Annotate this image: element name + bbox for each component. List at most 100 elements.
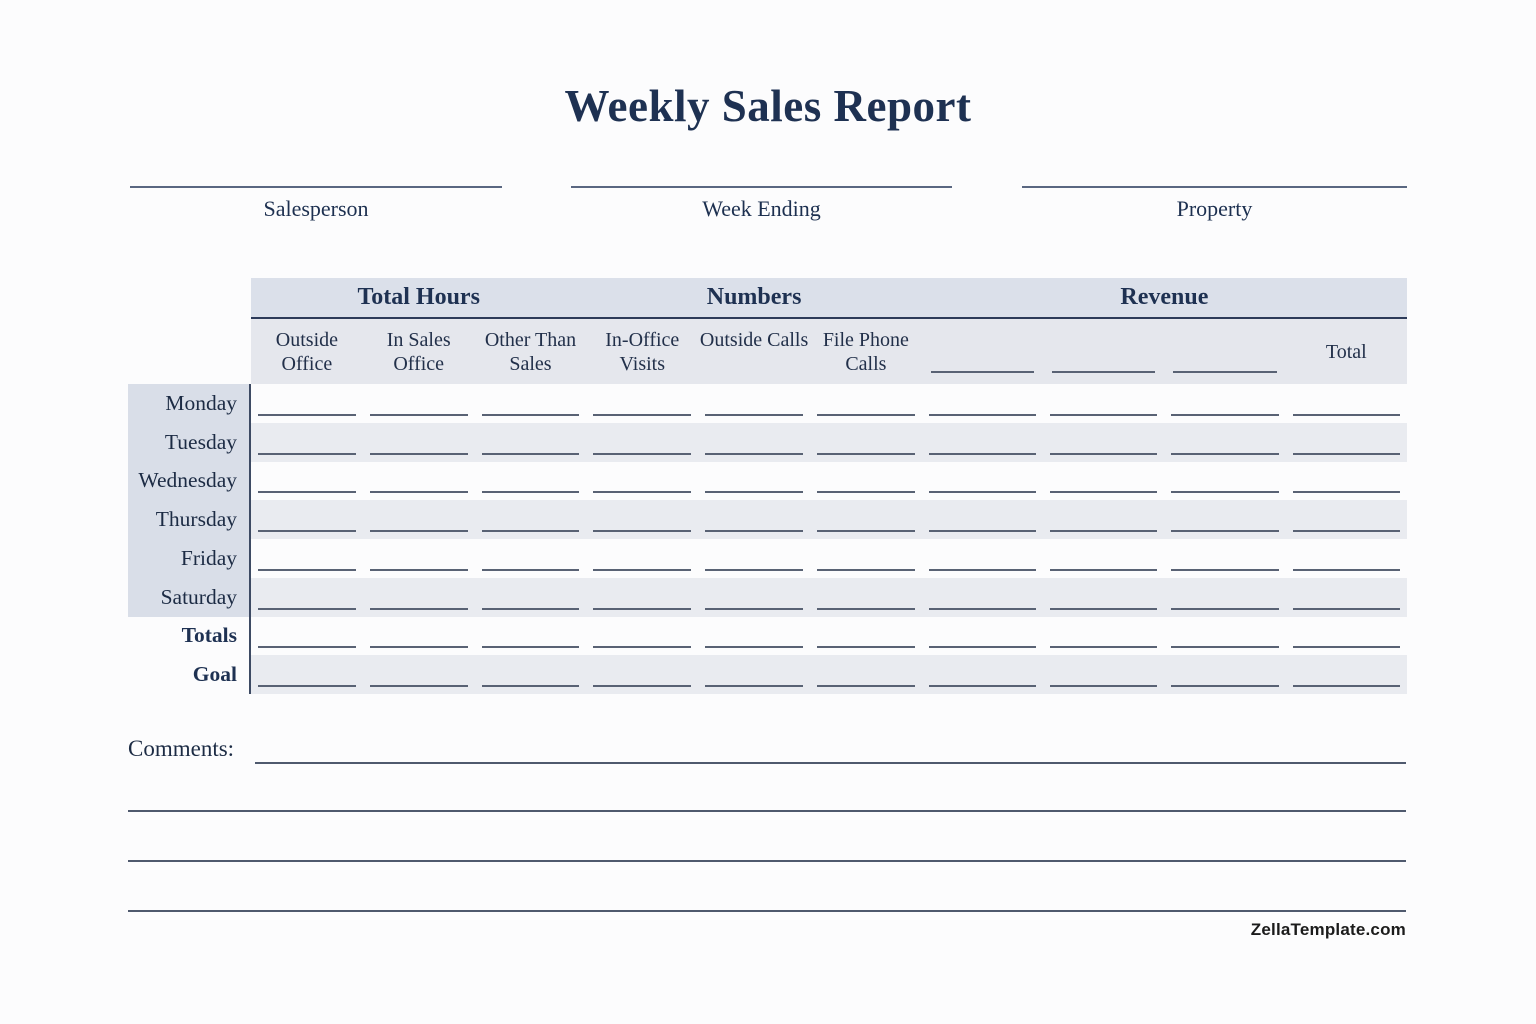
comments-line [128,860,1406,862]
fill-in-line [481,452,580,455]
data-cell [363,462,475,501]
row-label-monday: Monday [128,384,251,423]
fill-in-line [593,530,692,532]
data-cell [921,500,1044,539]
fill-in-line [928,413,1037,416]
data-cell [251,539,363,578]
fill-in-line [258,413,356,416]
fill-in-line [1050,452,1158,455]
fill-in-line [481,607,580,610]
data-cell [586,655,699,694]
fill-in-line [369,607,468,610]
fill-in-line [705,607,803,610]
row-label-wednesday: Wednesday [128,461,251,501]
data-cell [698,655,810,694]
fill-in-line [593,685,692,687]
data-cell [251,617,363,656]
fill-in-line [1171,685,1279,687]
data-cell [1285,422,1407,462]
fill-in-line [593,491,692,494]
fill-in-line [816,452,915,455]
fill-in-line [928,530,1037,532]
fill-in-line [258,607,356,610]
data-cell [251,384,363,423]
fill-in-line [481,646,580,649]
fill-in-line [705,685,803,687]
fill-in-line [369,452,468,455]
property-field: Property [1022,186,1407,222]
fill-in-line [928,568,1037,571]
fill-in-line [1050,530,1158,532]
fill-in-line [593,568,692,571]
fill-in-line [705,452,803,455]
property-signature-line [1022,186,1407,188]
fill-in-line [1171,568,1279,571]
data-cell [1285,500,1407,539]
data-cell [922,384,1043,423]
fill-in-line [705,491,803,494]
fill-in-line [928,452,1037,455]
salesperson-field: Salesperson [130,186,502,222]
data-cell [251,422,363,462]
fill-in-line [481,530,580,532]
footer-brand: ZellaTemplate.com [1250,920,1406,939]
data-cell [698,500,810,539]
data-cell [362,422,475,462]
data-cell [1285,655,1407,694]
header-fill-in-line [1173,371,1277,373]
data-cell [1164,539,1285,578]
fill-in-line [593,646,692,649]
fill-in-line [1171,646,1279,649]
data-cell [698,577,810,617]
data-cell [1043,617,1164,656]
fill-in-line [928,607,1037,610]
data-cell [1164,655,1286,694]
fill-in-line [816,607,915,610]
fill-in-line [369,685,468,687]
fill-in-line [1050,607,1158,610]
data-cell [922,539,1043,578]
fill-in-line [1050,568,1158,571]
data-cell [1164,384,1285,423]
data-cell [474,577,587,617]
data-cell [475,617,587,656]
data-cell [698,462,810,501]
group-header-numbers: Numbers [586,278,922,319]
group-header-total-hours: Total Hours [251,278,587,319]
header-fill-in-line [930,371,1035,373]
data-cell [809,655,922,694]
data-cell [1286,462,1407,501]
fill-in-line [1171,607,1279,610]
row-label-goal: Goal [128,655,251,694]
fill-in-line [705,413,803,416]
data-cell [922,617,1043,656]
fill-in-line [928,491,1037,494]
data-cell [362,500,475,539]
data-cell [363,539,475,578]
fill-in-line [1171,491,1279,494]
data-cell [475,384,587,423]
fill-in-line [1171,413,1279,416]
fill-in-line [1050,491,1158,494]
data-cell [1285,577,1407,617]
row-label-totals: Totals [128,616,251,656]
data-cell [809,577,922,617]
data-cell [810,384,922,423]
fill-in-line [593,452,692,455]
column-header-file-phone-calls: File Phone Calls [809,319,922,384]
data-cell [1164,422,1286,462]
fill-in-line [258,568,356,571]
data-cell [1164,617,1285,656]
fill-in-line [816,413,915,416]
fill-in-line [816,646,915,649]
fill-in-line [258,685,356,687]
data-cell [698,539,810,578]
data-cell [586,577,699,617]
data-cell [810,462,922,501]
week-ending-label: Week Ending [702,196,821,221]
fill-in-line [1292,685,1400,687]
corner-spacer [128,278,251,319]
fill-in-line [1292,452,1400,455]
fill-in-line [1171,530,1279,532]
